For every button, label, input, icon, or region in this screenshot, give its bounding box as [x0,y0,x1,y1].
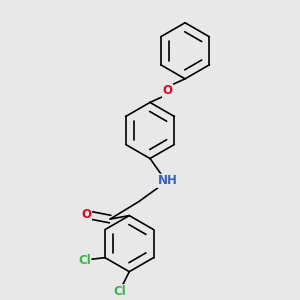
Text: Cl: Cl [113,285,126,298]
Text: O: O [163,84,172,97]
Text: O: O [81,208,91,221]
Text: Cl: Cl [78,254,91,267]
Text: NH: NH [158,174,178,187]
